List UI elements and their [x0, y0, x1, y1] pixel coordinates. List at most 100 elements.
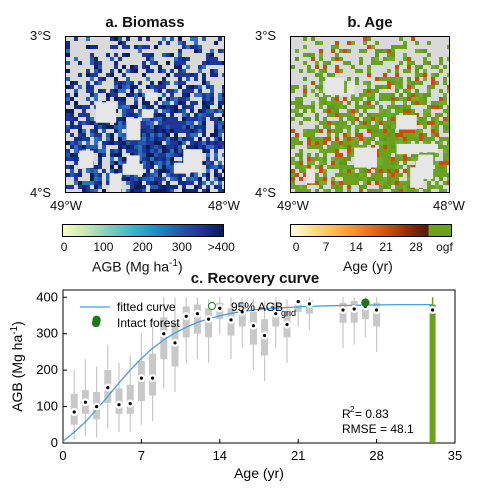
biomass-map-pixel [126, 145, 130, 149]
biomass-map-pixel [150, 57, 154, 61]
age-map-pixel [339, 105, 343, 109]
biomass-map-pixel [142, 145, 146, 149]
age-map-pixel [379, 113, 383, 117]
biomass-map-pixel [166, 169, 170, 173]
biomass-map-pixel [82, 113, 86, 117]
biomass-map-pixel [66, 97, 70, 101]
age-map-pixel [339, 117, 343, 121]
biomass-map-pixel [190, 125, 194, 129]
biomass-map-pixel [130, 65, 134, 69]
age-map-pixel [339, 113, 343, 117]
biomass-map-pixel [122, 105, 126, 109]
biomass-map-pixel [78, 113, 82, 117]
biomass-map-pixel [66, 149, 70, 153]
panel-a-lon-right: 48°W [208, 198, 240, 213]
biomass-map-pixel [146, 37, 150, 41]
biomass-map-pixel [130, 85, 134, 89]
biomass-map-pixel [174, 101, 178, 105]
biomass-map-pixel [146, 181, 150, 185]
age-map-pixel [379, 137, 383, 141]
age-map-pixel [395, 109, 399, 113]
biomass-map-pixel [74, 89, 78, 93]
age-map-pixel [351, 141, 355, 145]
age-map-pixel [399, 181, 403, 185]
age-map-pixel [435, 65, 439, 69]
age-map-pixel [367, 125, 371, 129]
age-map-pixel [319, 149, 323, 153]
biomass-map-pixel [194, 113, 198, 117]
biomass-map-pixel [210, 109, 214, 113]
age-map-pixel [395, 45, 399, 49]
biomass-map-pixel [166, 121, 170, 125]
biomass-map-pixel [214, 165, 218, 169]
age-map-pixel [351, 109, 355, 113]
age-map-pixel [383, 93, 387, 97]
age-map-pixel [427, 41, 431, 45]
biomass-map-pixel [146, 65, 150, 69]
biomass-map-pixel [126, 181, 130, 185]
x-tick-label: 14 [213, 448, 227, 463]
age-map-pixel [403, 69, 407, 73]
age-map-pixel [319, 169, 323, 173]
biomass-map-pixel [150, 117, 154, 121]
biomass-map-pixel [146, 45, 150, 49]
age-map-pixel [347, 153, 351, 157]
age-map-pixel [351, 169, 355, 173]
biomass-map-pixel [218, 109, 222, 113]
age-map-pixel [423, 141, 427, 145]
age-map-clearing [354, 147, 378, 168]
age-map-clearing [418, 154, 434, 179]
biomass-map-pixel [198, 85, 202, 89]
biomass-map-pixel [110, 125, 114, 129]
biomass-map-pixel [134, 189, 138, 192]
age-map-pixel [355, 97, 359, 101]
biomass-map-pixel [178, 73, 182, 77]
biomass-map-pixel [66, 153, 70, 157]
age-map-pixel [359, 61, 363, 65]
age-map-pixel [403, 169, 407, 173]
age-map-pixel [371, 173, 375, 177]
biomass-map-pixel [214, 69, 218, 73]
biomass-map-pixel [142, 189, 146, 192]
biomass-map-pixel [170, 105, 174, 109]
biomass-map-pixel [178, 61, 182, 65]
biomass-map-pixel [186, 57, 190, 61]
age-map-pixel [335, 97, 339, 101]
biomass-map-pixel [138, 113, 142, 117]
biomass-map-pixel [118, 137, 122, 141]
biomass-map-pixel [222, 141, 224, 145]
age-map-pixel [423, 57, 427, 61]
biomass-map-pixel [154, 157, 158, 161]
age-map-pixel [339, 141, 343, 145]
biomass-map-pixel [142, 53, 146, 57]
age-map-pixel [447, 161, 449, 165]
biomass-map-pixel [210, 145, 214, 149]
biomass-map-pixel [218, 105, 222, 109]
age-map-pixel [423, 101, 427, 105]
biomass-map-pixel [194, 117, 198, 121]
biomass-map-pixel [114, 93, 118, 97]
biomass-map-clearing [141, 109, 154, 118]
age-map-pixel [423, 69, 427, 73]
age-map-pixel [327, 109, 331, 113]
biomass-map-pixel [182, 185, 186, 189]
biomass-map-pixel [222, 165, 224, 169]
biomass-map-pixel [154, 149, 158, 153]
age-map-pixel [383, 137, 387, 141]
biomass-map-pixel [94, 125, 98, 129]
biomass-map-pixel [122, 113, 126, 117]
age-map-pixel [371, 97, 375, 101]
age-map-pixel [327, 73, 331, 77]
age-map-pixel [383, 57, 387, 61]
biomass-map-pixel [94, 61, 98, 65]
age-map-pixel [351, 93, 355, 97]
biomass-map-pixel [158, 69, 162, 73]
age-map-pixel [331, 141, 335, 145]
biomass-map-pixel [106, 181, 110, 185]
biomass-map-pixel [166, 125, 170, 129]
biomass-map-pixel [78, 141, 82, 145]
biomass-map-pixel [206, 149, 210, 153]
age-map-pixel [423, 177, 427, 181]
biomass-map-pixel [178, 101, 182, 105]
biomass-map-pixel [166, 145, 170, 149]
